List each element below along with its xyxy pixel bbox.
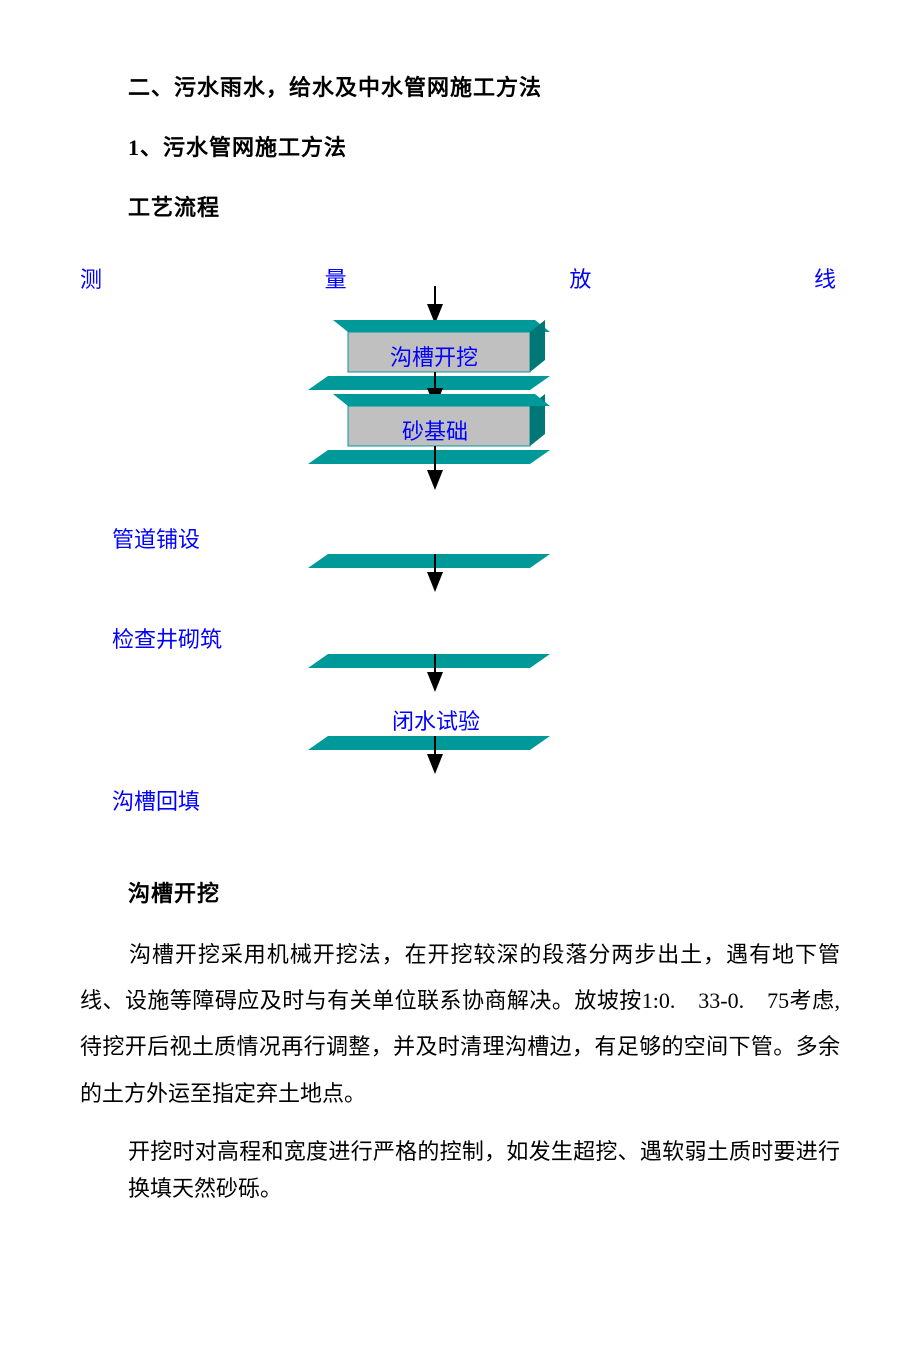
heading-level-2: 1、污水管网施工方法 (128, 130, 840, 162)
heading-level-1: 二、污水雨水，给水及中水管网施工方法 (128, 70, 840, 102)
heading-level-3: 工艺流程 (128, 190, 840, 222)
flowchart-container: 沟槽开挖 砂基础 管道铺设 检查井砌筑 闭水试验 沟槽回填 (80, 286, 840, 846)
flow-step-3: 管道铺设 (112, 522, 200, 554)
body-paragraph-2: 开挖时对高程和宽度进行严格的控制，如发生超挖、遇软弱土质时要进行换填天然砂砾。 (128, 1133, 840, 1208)
body-paragraph-1-text: 沟槽开挖采用机械开挖法，在开挖较深的段落分两步出土，遇有地下管线、设施等障碍应及… (80, 942, 840, 1106)
body-paragraph-1: 沟槽开挖采用机械开挖法，在开挖较深的段落分两步出土，遇有地下管线、设施等障碍应及… (80, 932, 840, 1117)
flow-step-1: 沟槽开挖 (390, 340, 478, 372)
flow-step-4: 检查井砌筑 (112, 622, 222, 654)
flow-step-5: 闭水试验 (392, 704, 480, 736)
body-section-title: 沟槽开挖 (128, 876, 840, 908)
flow-step-6: 沟槽回填 (112, 784, 200, 816)
flow-step-2: 砂基础 (402, 414, 468, 446)
